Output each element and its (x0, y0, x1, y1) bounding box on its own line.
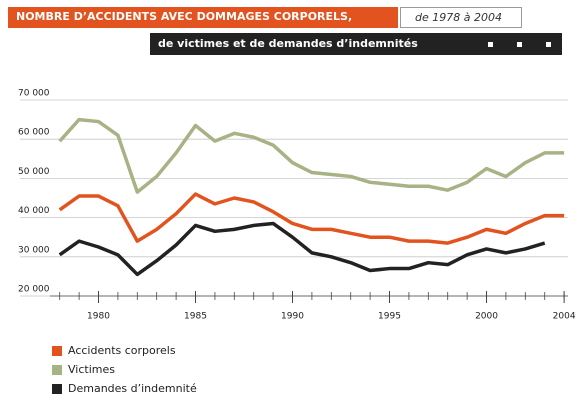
legend-label: Victimes (68, 363, 115, 376)
y-tick-label: 30 000 (18, 245, 50, 255)
x-tick-label: 1995 (378, 312, 401, 322)
x-tick-label: 1980 (87, 312, 110, 322)
series-line (58, 221, 546, 277)
y-tick-label: 40 000 (18, 206, 50, 216)
y-tick-label: 20 000 (18, 285, 50, 295)
x-tick-label: 2004 (553, 312, 575, 322)
chart-title: NOMBRE D’ACCIDENTS AVEC DOMMAGES CORPORE… (8, 7, 398, 28)
legend-swatch (52, 384, 62, 394)
y-tick-label: 50 000 (18, 167, 50, 177)
series-line (58, 192, 565, 245)
decor (488, 42, 493, 47)
series-line (58, 117, 565, 194)
y-tick-label: 70 000 (18, 89, 50, 99)
decor (517, 42, 522, 47)
subtitle-text: de victimes et de demandes d’indemnités (158, 37, 418, 50)
legend-label: Demandes d’indemnité (68, 382, 197, 395)
x-tick-label: 1990 (281, 312, 304, 322)
subtitle: de victimes et de demandes d’indemnités (150, 33, 562, 55)
y-tick-label: 60 000 (18, 128, 50, 138)
x-tick-label: 1985 (184, 312, 207, 322)
legend-swatch (52, 346, 62, 356)
x-tick-label: 2000 (475, 312, 498, 322)
title-range: de 1978 à 2004 (400, 7, 522, 28)
legend-label: Accidents corporels (68, 344, 176, 357)
decor (546, 42, 551, 47)
legend-swatch (52, 365, 62, 375)
